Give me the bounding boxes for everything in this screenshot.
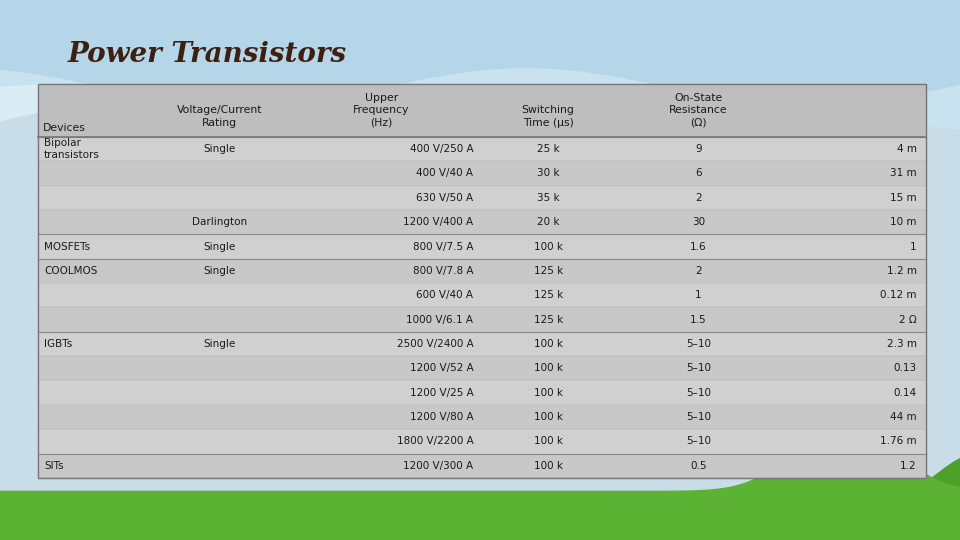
Text: 1: 1 (695, 290, 702, 300)
Text: Bipolar
transistors: Bipolar transistors (44, 138, 100, 160)
Text: 25 k: 25 k (537, 144, 560, 154)
Text: 400 V/40 A: 400 V/40 A (417, 168, 473, 178)
Text: 2 Ω: 2 Ω (900, 315, 917, 325)
Bar (38, 356, 926, 381)
Text: 1200 V/52 A: 1200 V/52 A (410, 363, 473, 373)
Text: Voltage/Current
Rating: Voltage/Current Rating (177, 105, 262, 128)
Text: Switching
Time (μs): Switching Time (μs) (521, 105, 575, 128)
Text: 6: 6 (695, 168, 702, 178)
Bar (38, 405, 926, 429)
Text: 100 k: 100 k (534, 388, 563, 397)
Text: 10 m: 10 m (890, 217, 917, 227)
Text: 100 k: 100 k (534, 363, 563, 373)
Bar (38, 259, 926, 283)
Bar (38, 332, 926, 356)
Text: 630 V/50 A: 630 V/50 A (417, 193, 473, 203)
Text: 44 m: 44 m (890, 412, 917, 422)
Text: 30: 30 (692, 217, 705, 227)
Text: 100 k: 100 k (534, 412, 563, 422)
Text: 1800 V/2200 A: 1800 V/2200 A (396, 436, 473, 447)
Text: 9: 9 (695, 144, 702, 154)
Text: 4 m: 4 m (897, 144, 917, 154)
Text: 30 k: 30 k (537, 168, 560, 178)
Text: 800 V/7.5 A: 800 V/7.5 A (413, 241, 473, 252)
Text: 0.13: 0.13 (894, 363, 917, 373)
Text: 2: 2 (695, 193, 702, 203)
Text: 1200 V/80 A: 1200 V/80 A (410, 412, 473, 422)
Text: 0.5: 0.5 (690, 461, 707, 471)
Text: 20 k: 20 k (537, 217, 560, 227)
Text: 2.3 m: 2.3 m (887, 339, 917, 349)
Text: 1.6: 1.6 (690, 241, 707, 252)
Text: 100 k: 100 k (534, 241, 563, 252)
Bar (38, 210, 926, 234)
Bar (38, 283, 926, 307)
Text: 2: 2 (695, 266, 702, 276)
Text: 5–10: 5–10 (686, 339, 711, 349)
Bar (38, 84, 926, 478)
Text: 1200 V/25 A: 1200 V/25 A (410, 388, 473, 397)
Text: Single: Single (204, 266, 235, 276)
Text: 1000 V/6.1 A: 1000 V/6.1 A (406, 315, 473, 325)
Text: 125 k: 125 k (534, 290, 563, 300)
Bar (38, 454, 926, 478)
Bar (38, 84, 926, 137)
Text: 100 k: 100 k (534, 436, 563, 447)
Text: 5–10: 5–10 (686, 363, 711, 373)
Text: 31 m: 31 m (890, 168, 917, 178)
Text: 1200 V/400 A: 1200 V/400 A (403, 217, 473, 227)
Text: 5–10: 5–10 (686, 388, 711, 397)
Text: 2500 V/2400 A: 2500 V/2400 A (396, 339, 473, 349)
Bar (38, 307, 926, 332)
Text: 5–10: 5–10 (686, 412, 711, 422)
Text: 1200 V/300 A: 1200 V/300 A (403, 461, 473, 471)
Text: COOLMOS: COOLMOS (44, 266, 98, 276)
Text: 0.14: 0.14 (894, 388, 917, 397)
Text: Single: Single (204, 144, 235, 154)
Bar (38, 84, 926, 478)
Bar (38, 234, 926, 259)
Text: 1.2 m: 1.2 m (887, 266, 917, 276)
Text: 125 k: 125 k (534, 266, 563, 276)
Text: 100 k: 100 k (534, 461, 563, 471)
Text: 1.5: 1.5 (690, 315, 707, 325)
Text: 800 V/7.8 A: 800 V/7.8 A (413, 266, 473, 276)
Text: 5–10: 5–10 (686, 436, 711, 447)
Text: Upper
Frequency
(Hz): Upper Frequency (Hz) (353, 93, 410, 127)
Text: 1.2: 1.2 (900, 461, 917, 471)
Bar (38, 161, 926, 186)
Text: Power Transistors: Power Transistors (67, 40, 347, 68)
Text: SITs: SITs (44, 461, 63, 471)
Bar (38, 429, 926, 454)
Text: IGBTs: IGBTs (44, 339, 72, 349)
Text: 35 k: 35 k (537, 193, 560, 203)
Text: 125 k: 125 k (534, 315, 563, 325)
Bar (38, 137, 926, 161)
Text: MOSFETs: MOSFETs (44, 241, 90, 252)
Text: 400 V/250 A: 400 V/250 A (410, 144, 473, 154)
Text: Darlington: Darlington (192, 217, 247, 227)
Text: Single: Single (204, 339, 235, 349)
Bar (38, 186, 926, 210)
Bar (38, 381, 926, 405)
Text: 600 V/40 A: 600 V/40 A (417, 290, 473, 300)
Text: 1: 1 (910, 241, 917, 252)
Text: 100 k: 100 k (534, 339, 563, 349)
Text: Single: Single (204, 241, 235, 252)
Text: On-State
Resistance
(Ω): On-State Resistance (Ω) (669, 93, 728, 127)
Text: 1.76 m: 1.76 m (880, 436, 917, 447)
Text: 0.12 m: 0.12 m (880, 290, 917, 300)
Text: 15 m: 15 m (890, 193, 917, 203)
Text: Devices: Devices (43, 123, 86, 133)
